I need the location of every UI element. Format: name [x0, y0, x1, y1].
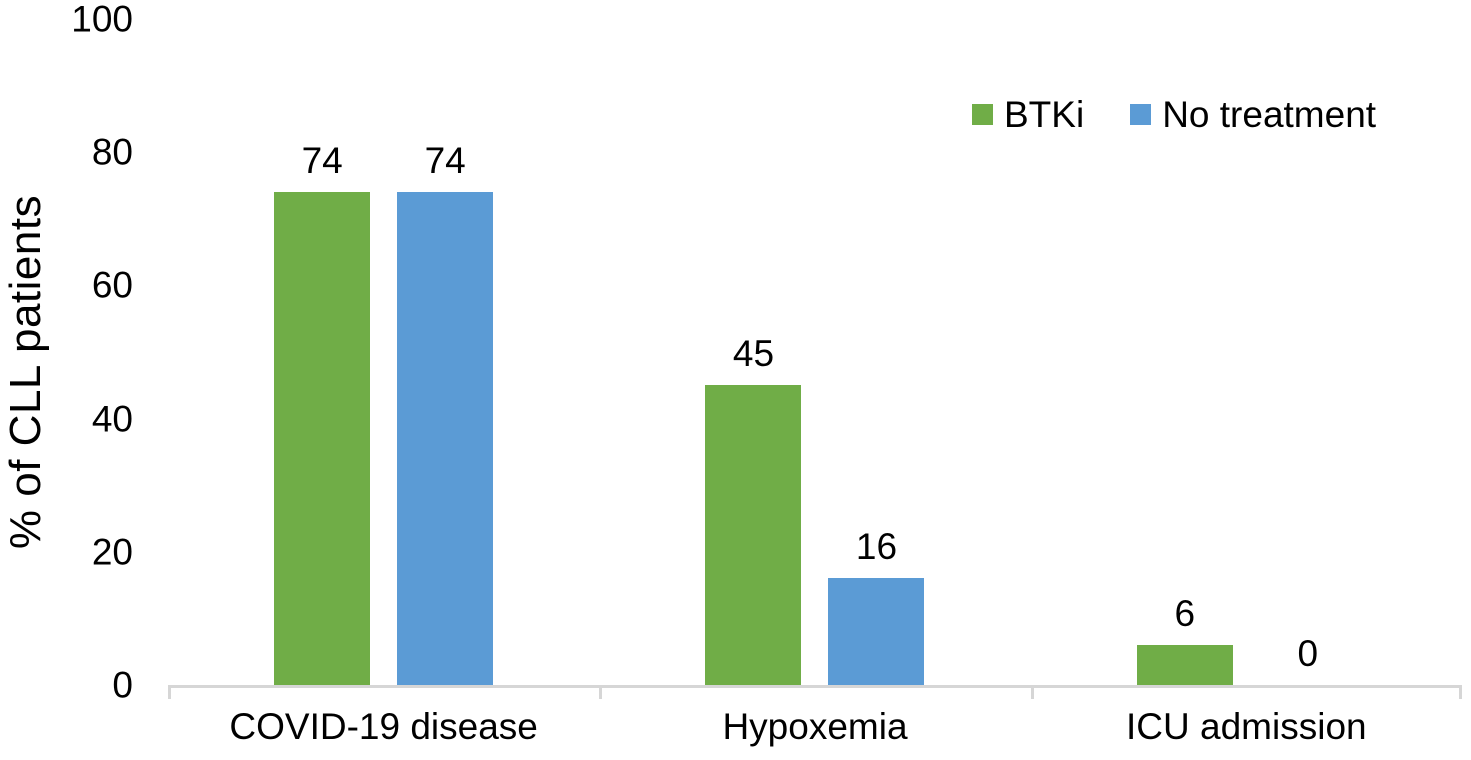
legend: BTKi No treatment — [972, 96, 1376, 133]
x-tick-mark — [599, 685, 603, 699]
bar-group: 45 16 — [599, 19, 1030, 685]
legend-swatch-icon — [972, 104, 993, 125]
x-tick-mark — [1459, 685, 1462, 699]
bar-no-treatment: 16 — [828, 528, 925, 685]
x-axis-line — [168, 685, 1462, 688]
plot-area: 74 74 45 16 6 0 — [168, 19, 1462, 685]
bar-btki: 45 — [705, 335, 802, 685]
legend-swatch-icon — [1130, 104, 1152, 125]
bar-value-label: 16 — [855, 526, 898, 568]
y-tick-label: 80 — [91, 131, 133, 173]
bar-value-label: 45 — [732, 333, 775, 375]
bar-btki: 6 — [1136, 595, 1233, 685]
x-tick-mark — [1030, 685, 1034, 699]
category-label: Hypoxemia — [722, 706, 908, 747]
category-label: ICU admission — [1126, 706, 1367, 747]
category-label: COVID-19 disease — [229, 706, 538, 747]
bar-btki: 74 — [274, 142, 371, 685]
bar-value-label: 74 — [424, 140, 466, 182]
legend-label: BTKi — [1004, 94, 1085, 135]
y-tick-label: 100 — [71, 0, 133, 40]
legend-item-no-treatment: No treatment — [1130, 96, 1376, 133]
bar-group: 74 74 — [168, 19, 599, 685]
legend-item-btki: BTKi — [972, 96, 1084, 133]
y-axis-title: % of CLL patients — [1, 194, 50, 550]
y-tick-label: 40 — [91, 398, 133, 440]
y-tick-label: 20 — [91, 531, 133, 573]
bar-value-label: 0 — [1297, 633, 1319, 674]
legend-label: No treatment — [1162, 94, 1377, 135]
y-tick-label: 60 — [91, 264, 133, 306]
x-axis-category-labels: COVID-19 disease Hypoxemia ICU admission — [168, 706, 1462, 748]
x-tick-mark — [168, 685, 171, 699]
y-tick-label: 0 — [112, 664, 133, 706]
bar-value-label: 6 — [1174, 593, 1196, 635]
bar-no-treatment: 74 — [397, 142, 494, 685]
bar-value-label: 74 — [301, 140, 343, 182]
